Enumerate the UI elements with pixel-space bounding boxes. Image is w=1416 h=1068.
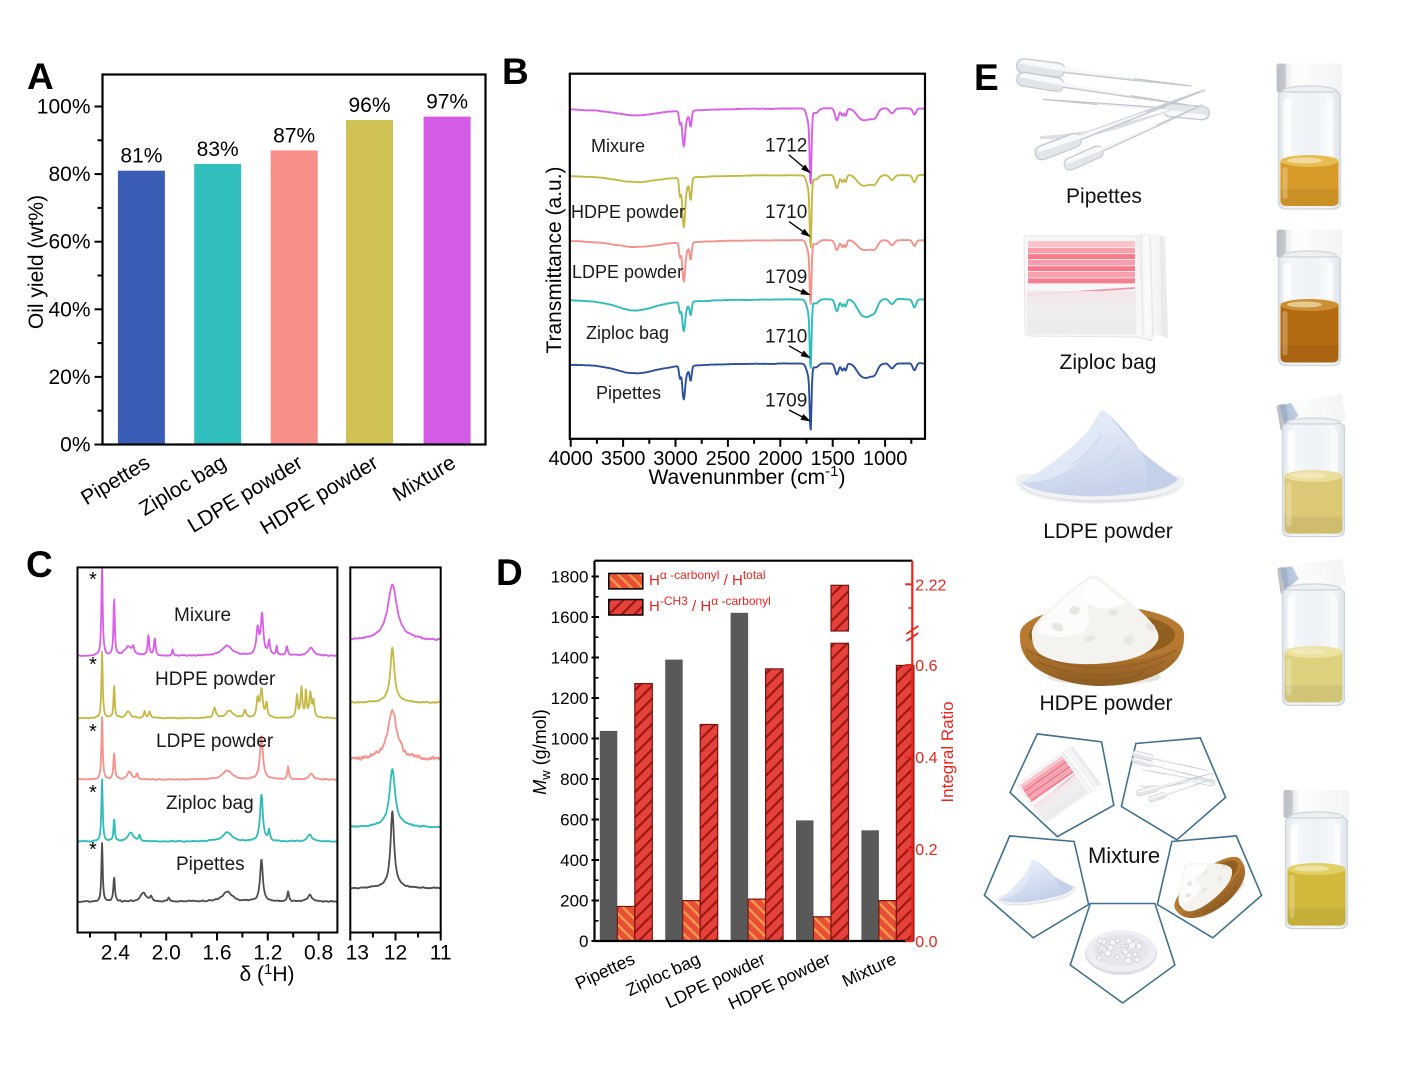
svg-text:40%: 40% [48,298,90,321]
svg-text:LDPE powder: LDPE powder [1043,520,1173,543]
svg-text:3000: 3000 [653,448,698,470]
svg-text:D: D [496,552,523,593]
svg-text:100%: 100% [37,96,91,119]
svg-text:2000: 2000 [758,448,803,470]
svg-text:2.22: 2.22 [915,577,946,594]
svg-text:Wavenunmber (cm-1): Wavenunmber (cm-1) [649,463,846,489]
svg-text:3500: 3500 [601,448,646,470]
svg-text:0%: 0% [60,434,90,457]
svg-text:1400: 1400 [551,649,589,668]
svg-text:Transmittance (a.u.): Transmittance (a.u.) [543,166,566,353]
svg-text:200: 200 [560,892,588,911]
svg-text:1200: 1200 [551,689,589,708]
svg-text:1800: 1800 [551,568,589,587]
svg-text:Mw (g/mol): Mw (g/mol) [530,709,553,794]
svg-text:A: A [27,56,54,97]
svg-text:*: * [89,839,97,861]
svg-text:400: 400 [560,851,588,870]
svg-text:1600: 1600 [551,608,589,627]
svg-text:HDPE powder: HDPE powder [1039,692,1172,715]
svg-text:Mixture: Mixture [1088,843,1160,868]
svg-text:80%: 80% [48,163,90,186]
svg-text:13: 13 [346,942,369,965]
svg-text:Ziploc bag: Ziploc bag [586,323,669,343]
svg-text:0.4: 0.4 [915,750,937,767]
svg-text:0.2: 0.2 [915,842,937,859]
svg-text:60%: 60% [48,231,90,254]
svg-text:Oil yield (wt%): Oil yield (wt%) [25,195,48,329]
svg-text:LDPE powder: LDPE powder [572,262,683,282]
svg-text:0.0: 0.0 [915,934,937,951]
svg-text:97%: 97% [426,91,468,114]
svg-text:1.6: 1.6 [202,942,231,965]
svg-text:1709: 1709 [765,391,807,412]
svg-text:2500: 2500 [706,448,751,470]
svg-text:C: C [26,544,53,585]
svg-text:0: 0 [579,932,588,951]
svg-text:1.2: 1.2 [253,942,282,965]
svg-text:20%: 20% [48,366,90,389]
svg-text:1000: 1000 [551,730,589,749]
svg-text:800: 800 [560,770,588,789]
svg-text:0.8: 0.8 [304,942,333,965]
svg-text:1710: 1710 [765,202,807,223]
svg-text:2.4: 2.4 [101,942,131,965]
svg-text:4000: 4000 [548,448,593,470]
svg-text:87%: 87% [273,124,315,147]
svg-text:HDPE powder: HDPE powder [155,669,276,690]
svg-text:E: E [974,57,999,98]
svg-text:Integral Ratio: Integral Ratio [938,701,957,802]
svg-text:*: * [89,654,97,676]
svg-text:12: 12 [384,942,407,965]
svg-text:*: * [89,782,97,804]
svg-text:2.0: 2.0 [152,942,181,965]
svg-text:1710: 1710 [765,326,807,347]
svg-text:Mixure: Mixure [174,605,231,626]
svg-text:81%: 81% [120,145,162,168]
svg-text:*: * [89,721,97,743]
svg-text:1500: 1500 [810,448,855,470]
svg-text:Pipettes: Pipettes [176,854,245,875]
svg-text:0.6: 0.6 [915,658,937,675]
svg-text:Ziploc bag: Ziploc bag [1060,351,1157,374]
svg-text:HDPE powder: HDPE powder [571,202,685,222]
svg-text:1000: 1000 [863,448,908,470]
svg-text:Mixure: Mixure [591,136,645,156]
svg-text:1709: 1709 [765,267,807,288]
svg-text:600: 600 [560,811,588,830]
svg-text:83%: 83% [197,138,239,161]
svg-text:96%: 96% [348,94,390,117]
svg-text:LDPE powder: LDPE powder [156,731,274,752]
svg-text:1712: 1712 [765,135,807,156]
svg-text:Pipettes: Pipettes [596,383,661,403]
svg-text:11: 11 [430,942,452,965]
svg-text:Ziploc bag: Ziploc bag [166,793,254,814]
svg-text:*: * [89,569,97,591]
svg-text:B: B [502,51,529,92]
svg-text:Pipettes: Pipettes [1066,185,1142,208]
